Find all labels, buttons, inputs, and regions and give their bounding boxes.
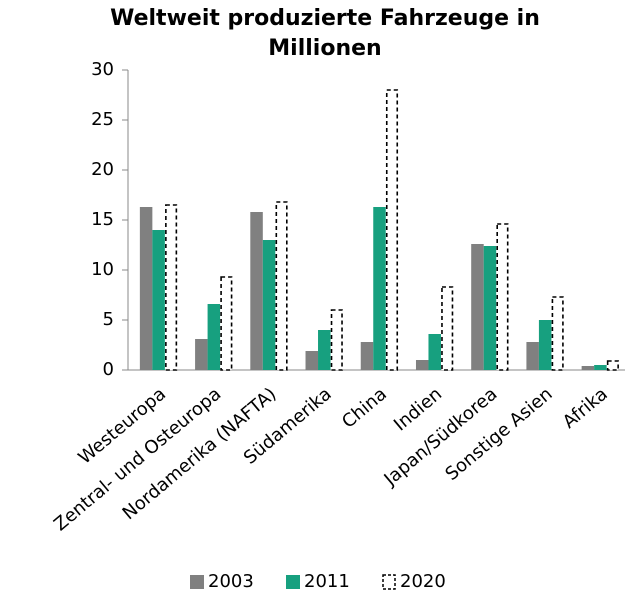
bar (581, 366, 595, 370)
bar (428, 334, 441, 370)
y-tick-label: 10 (91, 259, 114, 280)
legend-label: 2011 (304, 571, 350, 592)
bar (139, 207, 153, 370)
bar (471, 244, 484, 370)
legend-swatch (190, 575, 204, 589)
bar (195, 339, 208, 370)
y-tick-label: 20 (91, 159, 114, 180)
legend-swatch (286, 575, 300, 589)
chart-title: Weltweit produzierte Fahrzeuge in Millio… (110, 6, 540, 61)
bar (305, 351, 319, 370)
bar (262, 240, 276, 370)
y-tick-label: 15 (91, 209, 114, 230)
bar (551, 296, 564, 371)
bar (441, 286, 454, 371)
legend-swatch (382, 574, 396, 590)
bar (415, 360, 429, 370)
bar (318, 330, 331, 370)
y-tick-label: 25 (91, 109, 114, 130)
bar (594, 365, 607, 370)
y-tick-label: 0 (103, 359, 114, 380)
bar (330, 309, 343, 371)
bar (360, 342, 374, 370)
bar (373, 207, 386, 370)
x-tick-label: China (338, 384, 391, 433)
y-tick-label: 5 (103, 309, 114, 330)
bar (152, 230, 165, 370)
bar (275, 201, 288, 371)
bar (483, 246, 497, 370)
bar (165, 204, 178, 371)
bar (538, 320, 552, 370)
bar (220, 276, 233, 371)
bar (606, 360, 619, 371)
bar (496, 223, 509, 371)
bar (385, 89, 399, 371)
legend-label: 2003 (208, 571, 254, 592)
bar (250, 212, 263, 370)
bar (526, 342, 539, 370)
bar (207, 304, 221, 370)
x-tick-label: Afrika (559, 384, 612, 433)
y-tick-label: 30 (91, 59, 114, 80)
legend-label: 2020 (400, 571, 446, 592)
